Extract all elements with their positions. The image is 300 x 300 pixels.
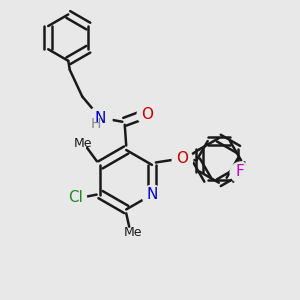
Text: H: H: [90, 117, 101, 131]
Text: N: N: [146, 187, 158, 202]
Text: O: O: [176, 152, 188, 166]
Text: Me: Me: [74, 137, 92, 150]
Text: O: O: [141, 107, 153, 122]
Text: Cl: Cl: [68, 190, 83, 205]
Text: N: N: [95, 111, 106, 126]
Text: Me: Me: [124, 226, 142, 239]
Text: F: F: [236, 164, 244, 179]
